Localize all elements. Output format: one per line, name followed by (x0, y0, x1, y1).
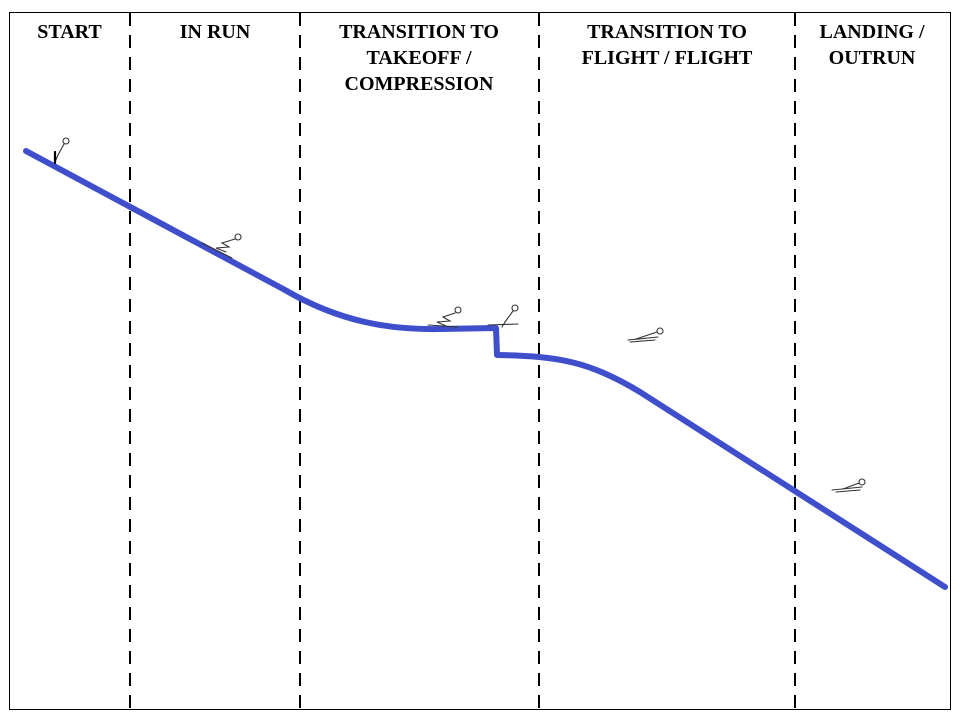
ski-jumper-icon (53, 137, 70, 165)
diagram-frame (9, 12, 951, 710)
stage-label-takeoff: TRANSITION TO TAKEOFF / COMPRESSION (300, 19, 538, 97)
stage-label-landing: LANDING / OUTRUN (796, 19, 948, 71)
stage-label-line: IN RUN (179, 21, 251, 43)
stage-label-line: TAKEOFF / (366, 47, 472, 69)
stage-label-line: TRANSITION TO (339, 21, 499, 43)
stage-label-line: OUTRUN (828, 47, 916, 69)
stage-label-line: TRANSITION TO (587, 21, 747, 43)
stage-dividers (129, 13, 796, 710)
ski-jumper-icon (487, 304, 519, 328)
stage-label-in-run: IN RUN (131, 19, 299, 45)
stage-label-line: START (37, 21, 102, 43)
stage-label-flight: TRANSITION TO FLIGHT / FLIGHT (540, 19, 794, 71)
ski-jumper-icon (427, 306, 462, 328)
ski-jump-profile (23, 148, 948, 590)
stage-label-line: FLIGHT / FLIGHT (581, 47, 753, 69)
ski-jumper-icon (201, 233, 242, 259)
stage-label-line: LANDING / (819, 21, 925, 43)
ski-jumper-icon (627, 327, 664, 343)
stage-label-line: COMPRESSION (344, 73, 494, 95)
stage-label-start: START (12, 19, 127, 45)
ski-jumper-icon (831, 478, 866, 493)
